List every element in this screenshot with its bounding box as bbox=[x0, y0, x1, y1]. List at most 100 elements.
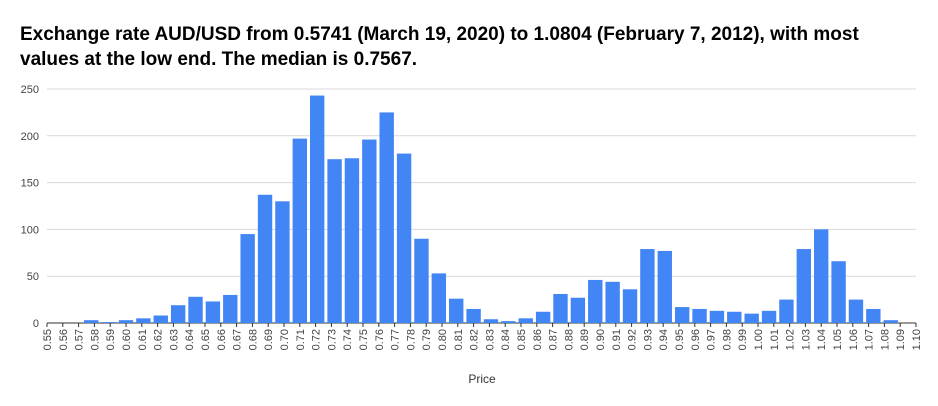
bar bbox=[327, 159, 342, 323]
x-tick-label: 0.55 bbox=[42, 329, 54, 350]
bar bbox=[188, 296, 203, 323]
x-tick-label: 1.07 bbox=[864, 329, 876, 350]
x-tick-label: 0.99 bbox=[737, 329, 749, 350]
chart-title: Exchange rate AUD/USD from 0.5741 (March… bbox=[20, 24, 859, 45]
bar bbox=[466, 308, 481, 323]
bar bbox=[362, 139, 377, 323]
bar bbox=[379, 112, 394, 324]
bar bbox=[848, 299, 864, 323]
x-tick-label: 0.82 bbox=[469, 329, 481, 350]
x-tick-label: 1.05 bbox=[832, 329, 844, 350]
bar bbox=[831, 261, 846, 323]
bar bbox=[449, 298, 464, 323]
bar bbox=[779, 299, 794, 323]
x-tick-label: 1.03 bbox=[800, 329, 812, 350]
x-tick-label: 0.85 bbox=[516, 329, 528, 350]
x-tick-label: 0.90 bbox=[595, 329, 607, 350]
bar bbox=[657, 250, 672, 323]
chart-title: values at the low end. The median is 0.7… bbox=[20, 49, 417, 70]
x-tick-label: 0.81 bbox=[453, 329, 465, 350]
x-tick-label: 0.63 bbox=[168, 329, 180, 350]
bar bbox=[744, 313, 759, 323]
bar bbox=[153, 315, 168, 323]
x-tick-label: 0.83 bbox=[484, 329, 496, 350]
x-tick-label: 0.78 bbox=[405, 329, 417, 350]
x-tick-label: 0.61 bbox=[137, 329, 149, 350]
y-tick-label: 50 bbox=[27, 271, 39, 283]
x-tick-label: 0.62 bbox=[153, 329, 165, 350]
bar bbox=[501, 321, 516, 323]
bar bbox=[570, 297, 586, 323]
x-tick-label: 0.91 bbox=[611, 329, 623, 350]
x-tick-label: 0.77 bbox=[390, 329, 402, 350]
bar bbox=[431, 273, 447, 323]
bar bbox=[883, 320, 898, 323]
bar bbox=[414, 238, 429, 323]
x-tick-label: 0.70 bbox=[279, 329, 291, 350]
bar bbox=[674, 307, 690, 323]
bar bbox=[761, 310, 777, 323]
bar bbox=[605, 281, 620, 323]
bar bbox=[814, 229, 829, 323]
bar bbox=[709, 310, 725, 323]
bar bbox=[866, 308, 881, 323]
bar bbox=[223, 294, 238, 323]
x-tick-label: 0.64 bbox=[184, 329, 196, 350]
bar bbox=[518, 318, 533, 323]
bar bbox=[136, 318, 151, 323]
x-tick-label: 0.69 bbox=[263, 329, 275, 350]
y-tick-label: 200 bbox=[21, 131, 39, 143]
bar bbox=[84, 320, 99, 323]
bar bbox=[257, 194, 273, 323]
x-tick-label: 0.75 bbox=[358, 329, 370, 350]
x-tick-label: 0.93 bbox=[642, 329, 654, 350]
x-tick-label: 0.72 bbox=[311, 329, 323, 350]
x-tick-label: 0.66 bbox=[216, 329, 228, 350]
x-tick-label: 0.86 bbox=[532, 329, 544, 350]
bar bbox=[292, 138, 307, 323]
y-tick-label: 250 bbox=[21, 84, 39, 96]
x-tick-label: 0.65 bbox=[200, 329, 212, 350]
x-tick-label: 1.08 bbox=[879, 329, 891, 350]
x-tick-label: 1.06 bbox=[848, 329, 860, 350]
x-tick-label: 0.88 bbox=[563, 329, 575, 350]
bar bbox=[727, 311, 742, 323]
bar bbox=[483, 319, 499, 323]
x-tick-label: 0.97 bbox=[706, 329, 718, 350]
x-tick-label: 0.89 bbox=[579, 329, 591, 350]
x-tick-label: 0.71 bbox=[295, 329, 307, 350]
x-tick-label: 1.04 bbox=[816, 329, 828, 350]
bar bbox=[275, 201, 290, 323]
x-tick-label: 1.10 bbox=[911, 329, 923, 350]
x-tick-label: 0.87 bbox=[548, 329, 560, 350]
bar bbox=[240, 234, 255, 323]
x-tick-label: 0.79 bbox=[421, 329, 433, 350]
bar bbox=[101, 322, 116, 323]
x-tick-label: 0.96 bbox=[690, 329, 702, 350]
y-tick-label: 150 bbox=[21, 178, 39, 190]
bar bbox=[118, 320, 134, 323]
bar bbox=[535, 311, 551, 323]
x-tick-label: 0.58 bbox=[89, 329, 101, 350]
x-tick-label: 0.56 bbox=[58, 329, 70, 350]
x-tick-label: 0.67 bbox=[232, 329, 244, 350]
x-tick-label: 0.92 bbox=[627, 329, 639, 350]
x-tick-label: 0.76 bbox=[374, 329, 386, 350]
x-tick-label: 0.73 bbox=[326, 329, 338, 350]
bar bbox=[205, 301, 221, 323]
bar bbox=[622, 289, 638, 323]
bar bbox=[796, 249, 812, 323]
bar bbox=[553, 293, 568, 323]
bar bbox=[309, 95, 325, 323]
bar bbox=[396, 153, 412, 323]
x-axis-title: Price bbox=[468, 372, 496, 386]
x-tick-label: 0.60 bbox=[121, 329, 133, 350]
x-tick-label: 1.01 bbox=[769, 329, 781, 350]
bar bbox=[344, 158, 360, 323]
x-tick-label: 0.57 bbox=[74, 329, 86, 350]
x-tick-label: 0.94 bbox=[658, 329, 670, 350]
x-tick-label: 1.09 bbox=[895, 329, 907, 350]
y-tick-label: 100 bbox=[21, 224, 39, 236]
x-tick-label: 0.68 bbox=[247, 329, 259, 350]
